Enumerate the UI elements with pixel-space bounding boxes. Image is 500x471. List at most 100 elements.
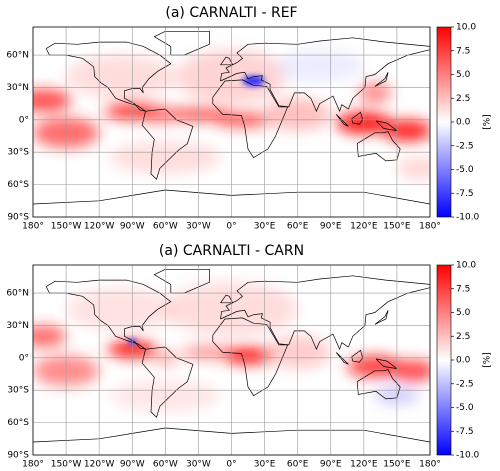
y-tick-label: 90°S	[7, 213, 29, 223]
coastline	[220, 294, 234, 304]
x-tick-label: 0°	[226, 222, 236, 232]
map-area	[33, 265, 430, 455]
coastline	[45, 41, 172, 112]
x-tick-label: 150°E	[383, 460, 411, 470]
coastline	[141, 346, 194, 418]
field-blob	[275, 49, 364, 83]
x-tick-label: 0°	[226, 460, 236, 470]
map-area	[33, 27, 430, 217]
field-blob	[66, 287, 177, 331]
x-tick-label: 60°W	[153, 222, 178, 232]
coastline	[212, 79, 289, 159]
y-tick-label: 90°S	[7, 451, 29, 461]
field-blob	[143, 105, 177, 124]
y-tick-label: 30°S	[7, 148, 29, 158]
x-tick-label: 150°E	[383, 222, 411, 232]
coastline	[374, 72, 389, 87]
coastline	[374, 310, 389, 325]
y-tick-label: 60°S	[7, 418, 29, 428]
x-tick-label: 90°E	[320, 222, 342, 232]
field-blob	[358, 82, 392, 104]
y-tick-label: 60°N	[6, 289, 29, 299]
coastline	[220, 56, 234, 66]
colorbar-tick-label: 0.0	[456, 356, 471, 366]
x-tick-label: 180°	[419, 222, 441, 232]
field-blob	[66, 55, 177, 99]
x-tick-label: 30°W	[186, 460, 211, 470]
y-tick-label: 30°N	[6, 83, 29, 93]
colorbar-tick-label: -7.5	[456, 189, 474, 199]
field-sharp	[242, 75, 265, 87]
coastline	[153, 268, 210, 294]
colorbar-tick-label: 5.0	[456, 70, 471, 80]
x-tick-label: 60°E	[287, 460, 309, 470]
x-tick-label: 30°E	[254, 460, 276, 470]
field-blob	[391, 360, 430, 382]
colorbar-tick-label: 5.0	[456, 308, 471, 318]
coastline	[356, 131, 401, 162]
colorbar-tick-label: -10.0	[456, 451, 480, 461]
x-tick-label: 180°	[22, 460, 44, 470]
colorbar-label: [%]	[483, 114, 493, 130]
coastline	[351, 111, 364, 125]
colorbar	[436, 26, 452, 218]
y-tick-label: 0°	[19, 353, 29, 363]
colorbar-tick-label: 2.5	[456, 94, 470, 104]
panel-title: (a) CARNALTI - CARN	[159, 243, 304, 259]
coastline	[153, 30, 210, 56]
coastline	[141, 108, 194, 180]
colorbar-tick-label: -5.0	[456, 165, 474, 175]
x-tick-label: 150°W	[51, 460, 82, 470]
colorbar-tick-label: 7.5	[456, 284, 470, 294]
x-tick-label: 120°E	[350, 222, 378, 232]
x-tick-label: 150°W	[51, 222, 82, 232]
y-tick-label: 60°N	[6, 51, 29, 61]
map-frame	[32, 26, 431, 218]
field-blob	[181, 345, 238, 359]
x-tick-label: 90°W	[120, 222, 145, 232]
map-panel: (a) CARNALTI - REF 180° 150°W 120°W 90°W 60°W…	[6, 5, 492, 232]
colorbar-tick-label: 10.0	[456, 23, 476, 33]
y-tick-label: 0°	[19, 115, 29, 125]
y-tick-label: 30°N	[6, 321, 29, 331]
colorbar-tick-label: -7.5	[456, 427, 474, 437]
map-panel: (a) CARNALTI - CARN 180° 150°W 120°W 90°W 60°…	[6, 243, 492, 470]
x-tick-label: 60°W	[153, 460, 178, 470]
colorbar-tick-label: -10.0	[456, 213, 480, 223]
colorbar-tick-label: 0.0	[456, 118, 471, 128]
x-tick-label: 30°W	[186, 222, 211, 232]
coastline	[45, 279, 172, 350]
field-blob	[396, 157, 430, 180]
coastline	[220, 275, 430, 351]
colorbar-label: [%]	[483, 352, 493, 368]
x-tick-label: 120°W	[84, 222, 115, 232]
coastline	[212, 317, 289, 397]
field-blob	[383, 119, 430, 142]
field-blob	[242, 75, 265, 87]
x-tick-label: 60°E	[287, 222, 309, 232]
colorbar-tick-label: 2.5	[456, 332, 470, 342]
x-tick-label: 180°	[22, 222, 44, 232]
coastline	[220, 37, 430, 113]
colorbar	[436, 264, 452, 456]
x-tick-label: 120°W	[84, 460, 115, 470]
x-tick-label: 90°W	[120, 460, 145, 470]
coastline	[336, 114, 349, 127]
x-tick-label: 120°E	[350, 460, 378, 470]
coastline	[336, 352, 349, 365]
x-tick-label: 180°	[419, 460, 441, 470]
field-blob	[223, 347, 273, 365]
colorbar-tick-label: -2.5	[456, 141, 474, 151]
y-tick-label: 60°S	[7, 180, 29, 190]
x-tick-label: 90°E	[320, 460, 342, 470]
colorbar-tick-label: -2.5	[456, 379, 474, 389]
colorbar-tick-label: 10.0	[456, 261, 476, 271]
x-tick-label: 30°E	[254, 222, 276, 232]
field-blob	[33, 89, 72, 112]
field-blob	[347, 355, 403, 378]
y-tick-label: 30°S	[7, 386, 29, 396]
coastline	[351, 349, 364, 363]
field-blob	[33, 325, 67, 348]
panel-title: (a) CARNALTI - REF	[165, 5, 297, 21]
